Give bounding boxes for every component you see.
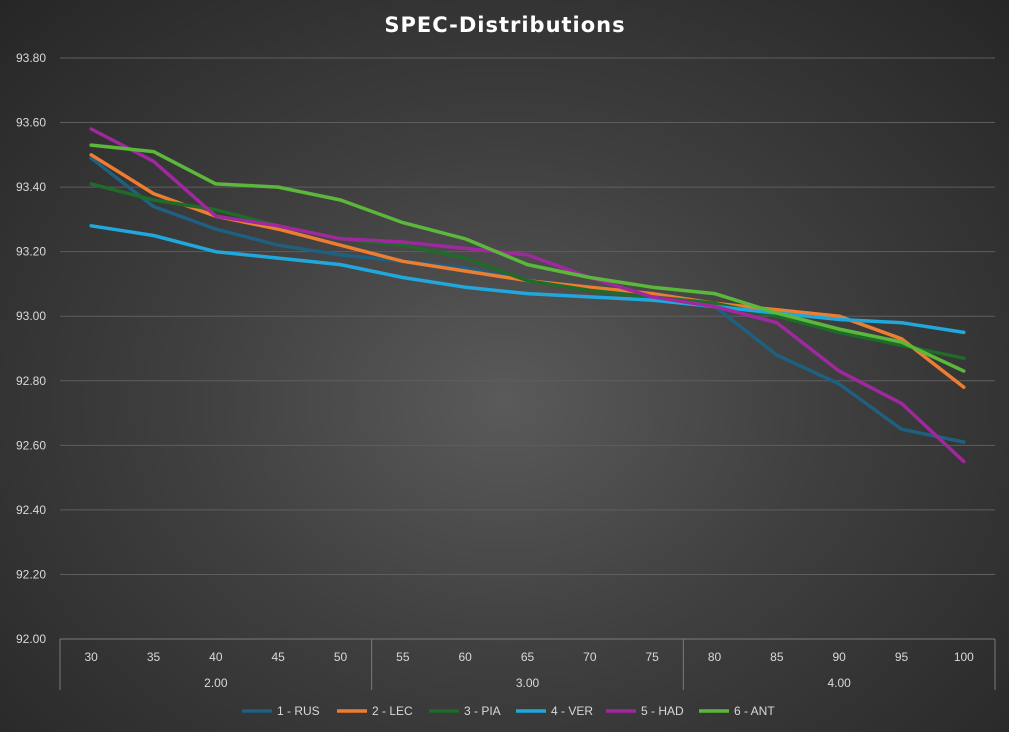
x-tick-label: 30 [84,650,98,664]
x-tick-label: 75 [645,650,659,664]
x-tick-label: 60 [458,650,472,664]
legend-label: 4 - VER [551,704,593,718]
x-group-label: 4.00 [827,676,851,690]
series-line-5-had [89,127,966,464]
series-line-3-pia [89,182,966,360]
y-tick-label: 92.40 [16,503,46,517]
x-tick-label: 90 [832,650,846,664]
y-tick-label: 93.80 [16,51,46,65]
series-line-2-lec [89,153,966,389]
x-tick-label: 40 [209,650,223,664]
chart-title: SPEC-Distributions [384,13,625,37]
y-tick-label: 93.40 [16,180,46,194]
series-line-1-rus [89,156,966,444]
legend-label: 1 - RUS [277,704,320,718]
x-group-label: 3.00 [516,676,540,690]
legend-item: 4 - VER [516,704,593,718]
y-tick-label: 92.80 [16,374,46,388]
grid-lines [60,57,995,640]
y-tick-label: 93.60 [16,116,46,130]
x-tick-label: 55 [396,650,410,664]
x-tick-label: 100 [954,650,974,664]
legend-label: 2 - LEC [372,704,413,718]
x-axis: 30 35 40 45 50 55 60 65 70 75 80 85 90 95 100 2.00 3.00 4… [59,639,996,690]
legend-item: 6 - ANT [699,704,775,718]
legend-label: 5 - HAD [641,704,684,718]
y-tick-label: 92.60 [16,438,46,452]
y-tick-label: 92.00 [16,632,46,646]
x-group-label: 2.00 [204,676,228,690]
legend: 1 - RUS 2 - LEC 3 - PIA 4 - VER 5 - HAD 6 - A… [242,704,775,718]
series-lines [89,127,966,464]
legend-label: 3 - PIA [464,704,501,718]
x-tick-label: 85 [770,650,784,664]
series-line-6-ant [89,143,966,373]
x-tick-label: 35 [147,650,161,664]
y-tick-label: 92.20 [16,567,46,581]
x-tick-label: 45 [271,650,285,664]
x-tick-label: 50 [334,650,348,664]
x-tick-label: 70 [583,650,597,664]
y-tick-label: 93.00 [16,309,46,323]
legend-item: 5 - HAD [606,704,684,718]
legend-label: 6 - ANT [734,704,775,718]
x-tick-label: 65 [521,650,535,664]
x-tick-label: 95 [895,650,909,664]
legend-item: 1 - RUS [242,704,320,718]
legend-item: 3 - PIA [429,704,501,718]
legend-item: 2 - LEC [337,704,413,718]
y-axis: 92.00 92.20 92.40 92.60 92.80 93.00 93.20 93.40… [16,51,46,646]
series-line-4-ver [89,224,966,335]
x-tick-label: 80 [708,650,722,664]
y-tick-label: 93.20 [16,245,46,259]
